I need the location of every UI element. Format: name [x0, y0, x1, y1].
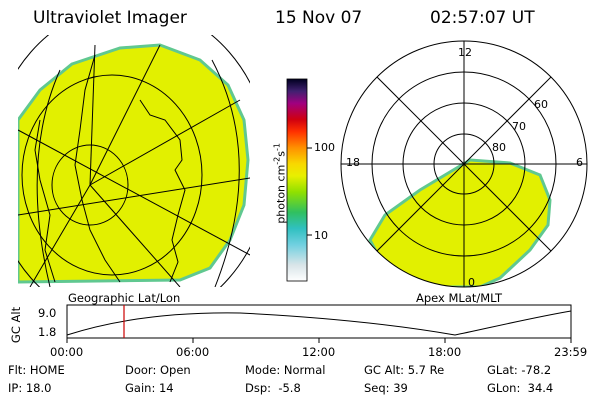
glon-value: 34.4	[527, 381, 554, 395]
info-ip: IP: 18.0	[8, 381, 52, 395]
mlat-label-80: 80	[492, 141, 506, 154]
door-value: Open	[159, 363, 191, 377]
mlt-label-18: 18	[346, 156, 360, 169]
time-label-0000: 00:00	[50, 345, 84, 359]
mode-value: Normal	[283, 363, 326, 377]
apex-panel-label: Apex MLat/MLT	[416, 291, 503, 305]
geo-coastline	[34, 54, 186, 283]
info-dsp: Dsp: -5.8	[245, 381, 301, 395]
info-glon: GLon: 34.4	[487, 381, 554, 395]
info-gc-alt: GC Alt: 5.7 Re	[364, 363, 445, 377]
flt-value: HOME	[29, 363, 65, 377]
info-gain: Gain: 14	[125, 381, 174, 395]
time-label-1800: 18:00	[428, 345, 462, 359]
altitude-ymin: 1.8	[38, 325, 57, 339]
info-door: Door: Open	[125, 363, 191, 377]
image-time: 02:57:07 UT	[430, 8, 535, 28]
instrument-title: Ultraviolet Imager	[33, 8, 187, 28]
seq-value: 39	[393, 381, 408, 395]
image-date: 15 Nov 07	[275, 8, 363, 28]
info-glat: GLat: -78.2	[487, 363, 552, 377]
info-mode: Mode: Normal	[245, 363, 326, 377]
geo-panel-label: Geographic Lat/Lon	[68, 291, 181, 305]
altitude-ymax: 9.0	[38, 306, 57, 320]
altitude-curve	[66, 310, 572, 336]
mlat-label-70: 70	[512, 120, 526, 133]
gain-value: 14	[158, 381, 174, 395]
mlt-label-0: 0	[468, 276, 475, 289]
info-seq: Seq: 39	[364, 381, 408, 395]
time-label-1200: 12:00	[302, 345, 336, 359]
time-label-2359: 23:59	[554, 345, 588, 359]
info-flt: Flt: HOME	[8, 363, 65, 377]
apex-aurora-image	[368, 158, 552, 287]
glat-value: -78.2	[521, 363, 552, 377]
ip-value: 18.0	[25, 381, 52, 395]
geo-aurora-image	[18, 43, 250, 284]
apex-grid	[340, 40, 588, 288]
colorbar-tick-100: 100	[314, 141, 335, 154]
altitude-ylabel: GC Alt	[9, 306, 23, 344]
colorbar-tick-10: 10	[314, 229, 328, 242]
gc-alt-value: 5.7 Re	[407, 363, 445, 377]
mlat-label-60: 60	[534, 98, 548, 111]
mlt-label-12: 12	[458, 46, 472, 59]
geo-graticule	[18, 35, 250, 287]
dsp-value: -5.8	[278, 381, 301, 395]
colorbar-unit-label: photon cm-2s-1	[272, 143, 288, 224]
time-label-0600: 06:00	[176, 345, 210, 359]
mlt-label-6: 6	[576, 156, 583, 169]
